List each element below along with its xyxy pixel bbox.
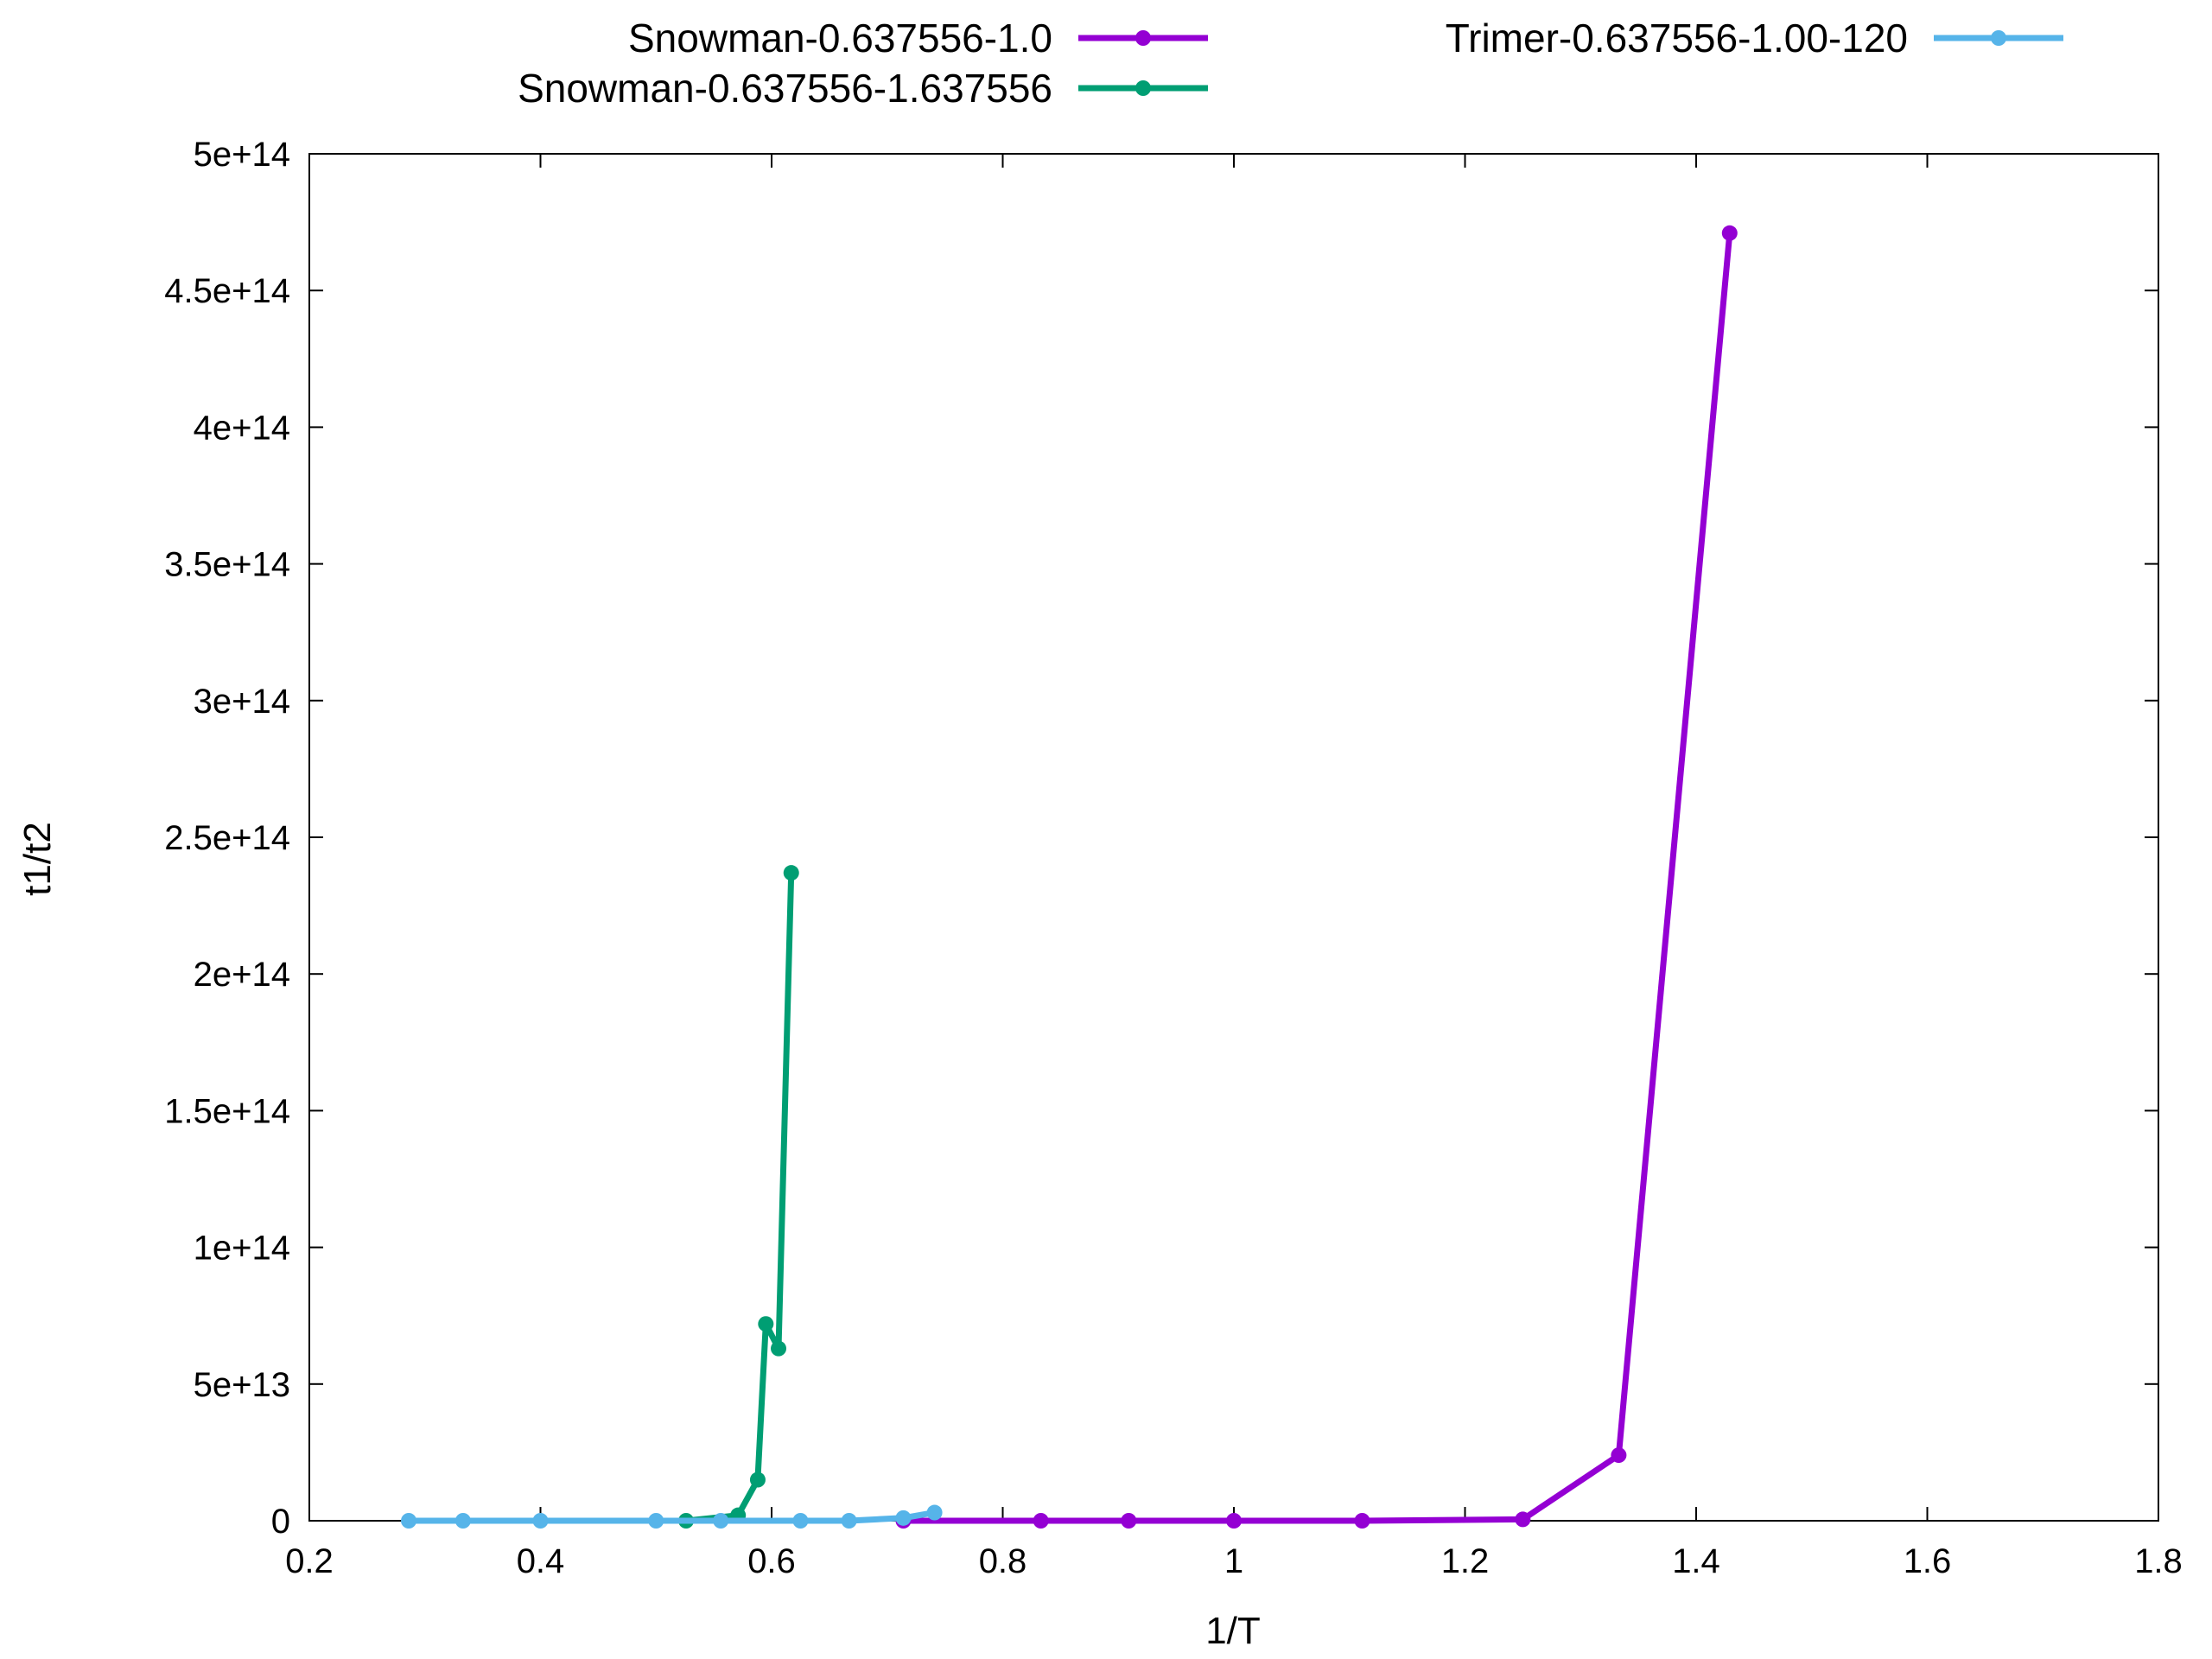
- x-tick-label: 1: [1224, 1542, 1243, 1580]
- series-lines: [401, 225, 1738, 1529]
- data-point: [401, 1513, 417, 1529]
- legend: Snowman-0.637556-1.0 Snowman-0.637556-1.6…: [518, 16, 2063, 111]
- x-tick-label: 0.4: [517, 1542, 565, 1580]
- data-point: [841, 1513, 857, 1529]
- legend-marker: [1135, 30, 1151, 46]
- data-point: [758, 1316, 774, 1332]
- data-point: [1121, 1513, 1137, 1529]
- data-point: [1721, 225, 1738, 241]
- plot-border: [308, 153, 2159, 1522]
- y-axis-title: t1/t2: [16, 822, 59, 896]
- data-point: [792, 1513, 809, 1529]
- y-tick-label: 2e+14: [194, 956, 290, 994]
- legend-marker: [1135, 80, 1151, 96]
- data-point: [1515, 1511, 1531, 1528]
- x-tick-label: 0.8: [979, 1542, 1027, 1580]
- legend-entry-1: Snowman-0.637556-1.0: [628, 16, 1208, 60]
- x-tick-label: 0.6: [747, 1542, 796, 1580]
- y-tick-label: 4e+14: [194, 409, 290, 447]
- data-point: [1611, 1447, 1627, 1464]
- y-tick-label: 5e+14: [194, 136, 290, 174]
- data-point: [1033, 1513, 1049, 1529]
- legend-label: Snowman-0.637556-1.637556: [518, 66, 1052, 111]
- y-tick-label: 3e+14: [194, 683, 290, 721]
- x-axis-title: 1/T: [1205, 1610, 1261, 1652]
- series-3: [401, 1504, 943, 1529]
- legend-marker: [1991, 30, 2006, 46]
- legend-label: Snowman-0.637556-1.0: [628, 16, 1052, 60]
- data-point: [713, 1513, 729, 1529]
- data-point: [771, 1340, 787, 1357]
- x-tick-label: 1.4: [1672, 1542, 1720, 1580]
- data-point: [895, 1510, 912, 1526]
- legend-entry-3: Trimer-0.637556-1.00-120: [1446, 16, 2063, 60]
- data-point: [454, 1513, 471, 1529]
- y-tick-label: 5e+13: [194, 1366, 290, 1404]
- x-tick-label: 1.2: [1441, 1542, 1490, 1580]
- legend-label: Trimer-0.637556-1.00-120: [1446, 16, 1908, 60]
- x-tick-label: 1.6: [1904, 1542, 1952, 1580]
- series-line: [903, 232, 1733, 1524]
- x-tick-label: 1.8: [2134, 1542, 2183, 1580]
- data-point: [749, 1471, 766, 1488]
- data-point: [1354, 1513, 1370, 1529]
- series-2: [678, 865, 799, 1529]
- y-tick-label: 0: [271, 1503, 290, 1541]
- y-tick-label: 3.5e+14: [164, 546, 290, 584]
- series-line: [685, 873, 795, 1524]
- axis-ticks: 0.2 0.4 0.6 0.8 1 1.2 1.4 1.6 1.8 0 5e+13 1e+14 1.5e…: [164, 136, 2183, 1580]
- y-tick-label: 1.5e+14: [164, 1092, 290, 1130]
- plot-frame: [308, 153, 2159, 1522]
- data-point: [1226, 1513, 1242, 1529]
- y-tick-label: 2.5e+14: [164, 819, 290, 857]
- y-tick-label: 4.5e+14: [164, 272, 290, 310]
- legend-entry-2: Snowman-0.637556-1.637556: [518, 66, 1208, 111]
- x-tick-label: 0.2: [285, 1542, 334, 1580]
- series-1: [895, 225, 1738, 1529]
- data-point: [926, 1504, 943, 1521]
- data-point: [648, 1513, 664, 1529]
- data-point: [532, 1513, 549, 1529]
- y-tick-label: 1e+14: [194, 1230, 290, 1268]
- data-point: [783, 865, 799, 881]
